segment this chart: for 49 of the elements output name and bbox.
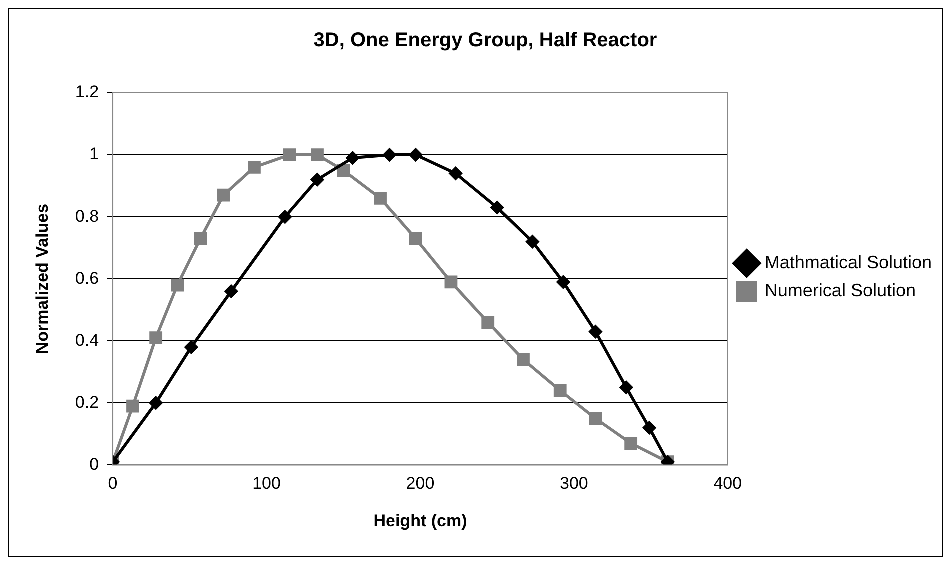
point [643,421,656,434]
x-tick-label: 0 [108,474,118,494]
x-tick-label: 300 [560,474,588,494]
y-tick-label: 1 [90,144,100,164]
y-tick-label: 0 [90,454,100,474]
point [278,210,292,224]
point [194,232,208,246]
y-tick-label: 0.6 [75,268,100,288]
point [150,332,163,344]
point [374,192,387,205]
point [449,167,462,180]
x-tick-label: 400 [714,474,742,494]
point [517,353,530,366]
point [444,276,458,289]
point [311,148,324,162]
y-tick-label: 0.2 [75,392,100,412]
point [589,325,602,338]
point [624,437,638,450]
y-tick-label: 0.4 [75,330,100,350]
point [409,148,422,162]
point [490,201,504,214]
y-tick-label: 0.8 [75,206,100,226]
point [126,400,140,413]
point [217,188,230,202]
x-tick-label: 200 [406,474,435,494]
y-axis-title: Normalized Values [32,204,52,354]
point [620,381,633,394]
point [482,316,495,329]
x-tick-label: 100 [252,474,281,494]
point [346,152,360,165]
point [383,148,396,162]
point [526,235,540,248]
legend-label: Mathmatical Solution [764,252,932,272]
point [556,276,570,289]
point [310,173,324,186]
point [337,164,350,177]
chart-title: 3D, One Energy Group, Half Reactor [314,30,658,52]
legend-label: Numerical Solution [764,280,916,300]
point [409,232,422,246]
point [224,285,238,298]
point [150,396,163,410]
point [248,160,261,174]
point [283,148,296,162]
point [589,412,602,426]
point [171,278,184,292]
y-tick-label: 1.2 [75,82,100,102]
point [184,340,198,354]
x-axis-title: Height (cm) [374,511,468,530]
point [554,384,567,398]
